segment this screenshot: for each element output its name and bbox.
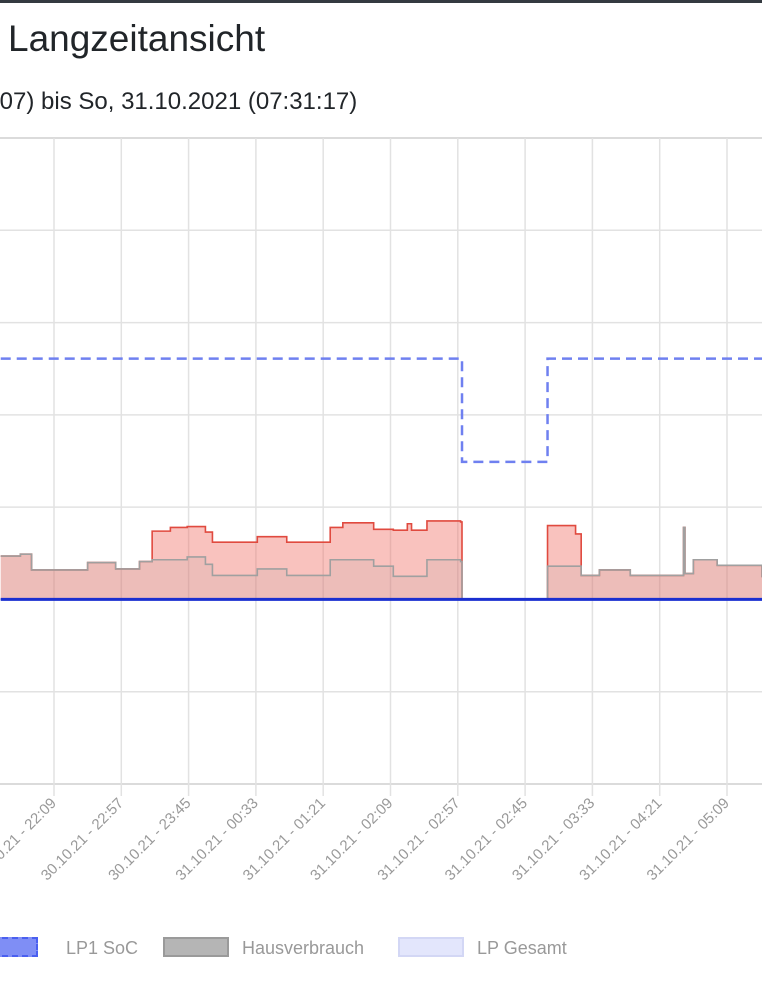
legend-label-lp1-soc[interactable]: LP1 SoC: [66, 938, 139, 958]
line-lp1_soc: [0, 357, 762, 464]
area-hausverbrauch: [0, 527, 762, 600]
legend-swatch-hausverbrauch[interactable]: [163, 937, 229, 957]
legend-label-lp-gesamt[interactable]: LP Gesamt: [477, 938, 567, 958]
top-bar: [0, 0, 762, 3]
line-hausverbrauch: [0, 526, 762, 601]
legend-label-hausverbrauch[interactable]: Hausverbrauch: [242, 938, 365, 958]
legend-swatch-lp1-soc[interactable]: [0, 937, 38, 957]
area-total: [0, 520, 762, 600]
legend: LP1 SoC Hausverbrauch LP Gesamt: [0, 936, 762, 964]
page-title: Langzeitansicht: [8, 18, 266, 59]
date-range: :07) bis So, 31.10.2021 (07:31:17): [0, 88, 358, 115]
legend-swatch-lp-gesamt[interactable]: [398, 937, 464, 957]
